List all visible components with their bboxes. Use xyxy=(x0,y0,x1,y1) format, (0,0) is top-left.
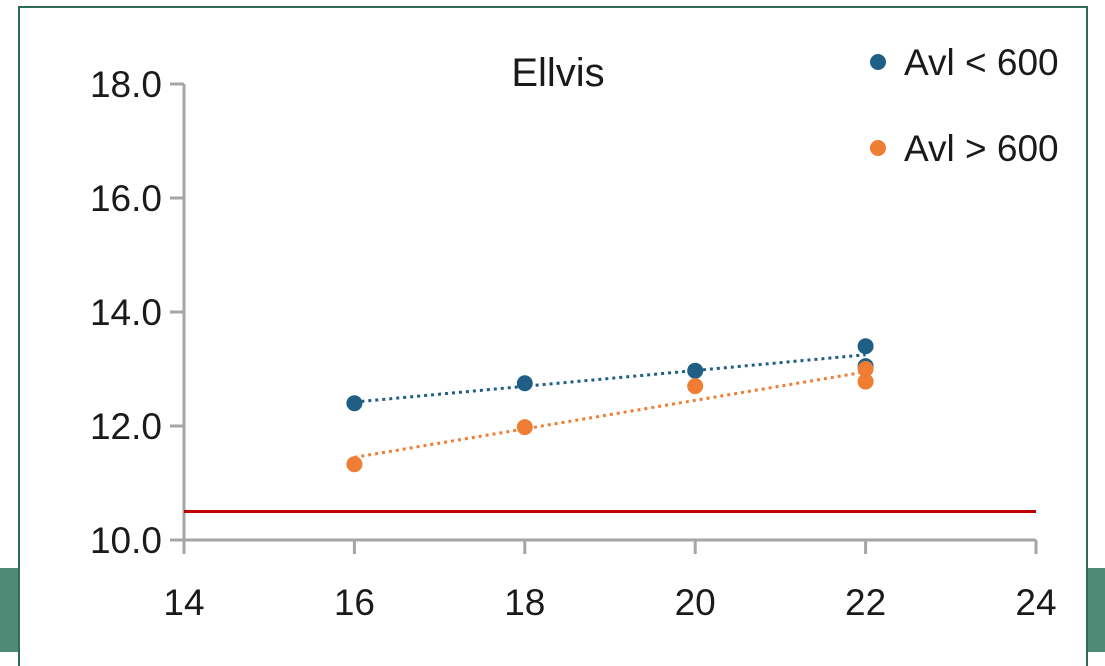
data-point-series-0 xyxy=(687,362,704,379)
background-strip-right xyxy=(1088,568,1105,652)
x-tick-label: 18 xyxy=(504,582,545,623)
data-point-series-1 xyxy=(687,378,704,395)
trendlines xyxy=(354,353,866,459)
x-tick-label: 20 xyxy=(675,582,716,623)
data-point-series-1 xyxy=(857,361,874,377)
legend-marker-series-1 xyxy=(870,140,886,156)
trendline-series-1 xyxy=(354,370,866,459)
trendline-series-0 xyxy=(354,353,866,404)
data-points xyxy=(346,338,874,473)
axes xyxy=(170,82,1038,554)
legend-label-series-0: Avl < 600 xyxy=(904,42,1059,83)
data-point-series-1 xyxy=(346,456,363,473)
data-point-series-1 xyxy=(516,419,533,436)
y-tick-label: 16.0 xyxy=(90,178,162,219)
legend: Avl < 600 Avl > 600 xyxy=(870,42,1059,169)
chart-title: Ellvis xyxy=(511,51,604,95)
data-point-series-0 xyxy=(857,338,874,355)
x-tick-label: 22 xyxy=(845,582,886,623)
data-point-series-1 xyxy=(857,373,874,390)
y-tick-label: 12.0 xyxy=(90,406,162,447)
data-point-series-0 xyxy=(516,375,533,392)
x-tick-label: 16 xyxy=(334,582,375,623)
scatter-chart: 10.012.014.016.018.014 16 18 20 22 24 Ellvis … xyxy=(90,42,1059,623)
y-tick-label: 18.0 xyxy=(90,64,162,105)
y-tick-label: 14.0 xyxy=(90,292,162,333)
legend-label-series-1: Avl > 600 xyxy=(904,128,1059,169)
x-tick-label: 14 xyxy=(163,582,204,623)
background-strip-left xyxy=(0,568,20,652)
chart-frame xyxy=(18,6,1088,666)
x-tick-label: 24 xyxy=(1015,582,1056,623)
y-tick-label: 10.0 xyxy=(90,520,162,561)
data-point-series-0 xyxy=(346,395,363,412)
tick-labels: 10.0 12.0 14.0 16.0 18.0 14 16 18 20 22 24 xyxy=(90,64,1057,623)
legend-marker-series-0 xyxy=(870,54,886,70)
